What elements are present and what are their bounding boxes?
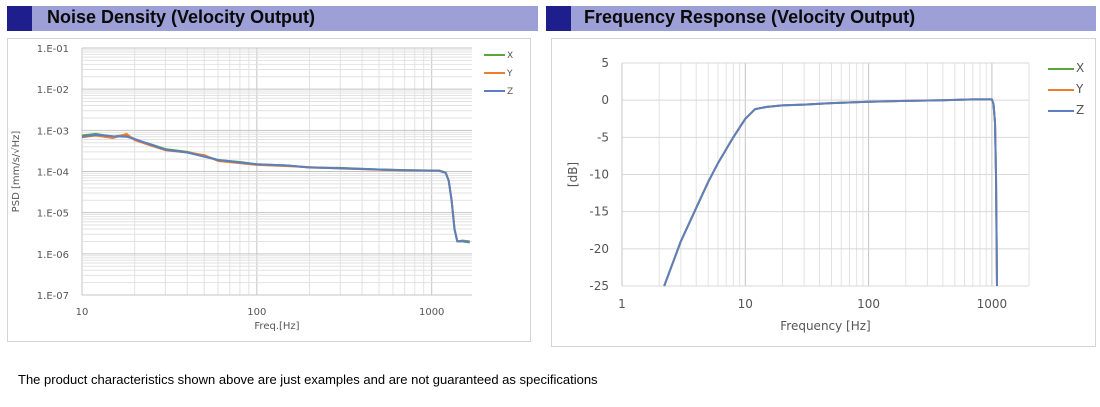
y-tick-label: -20	[589, 242, 609, 256]
y-tick-label: 1.E-07	[37, 291, 69, 302]
y-tick-label: -5	[597, 130, 609, 144]
y-tick-label: 1.E-04	[37, 168, 69, 179]
y-axis-label: [dB]	[566, 162, 580, 187]
series-line-z	[81, 133, 470, 244]
y-tick-label: 1.E-06	[37, 250, 69, 261]
x-tick-label: 1000	[977, 297, 1008, 311]
y-tick-label: -10	[589, 168, 609, 182]
x-tick-label: 100	[857, 297, 880, 311]
x-tick-label: 100	[247, 307, 266, 318]
y-axis-label: PSD [mm/s/√Hz]	[11, 131, 22, 213]
y-tick-label: -25	[589, 279, 609, 293]
noise-density-header: Noise Density (Velocity Output)	[7, 6, 538, 31]
disclaimer-footnote: The product characteristics shown above …	[18, 372, 598, 387]
x-tick-label: 10	[738, 297, 753, 311]
y-tick-label: 5	[601, 56, 609, 70]
x-tick-label: 1000	[419, 307, 444, 318]
y-tick-label: 1.E-01	[37, 44, 69, 55]
legend-label-y: Y	[1075, 82, 1084, 96]
x-axis-label: Frequency [Hz]	[780, 319, 871, 333]
legend-label-z: Z	[1076, 103, 1084, 117]
frequency-response-header: Frequency Response (Velocity Output)	[546, 6, 1096, 31]
frequency-response-chart: 5 0 -5 -10 -15 -20 -25 1 10 100 1000 Frequency [Hz]…	[551, 38, 1096, 347]
legend-label-z: Z	[507, 87, 513, 97]
x-tick-label: 1	[618, 297, 626, 311]
legend-label-x: X	[507, 51, 513, 61]
chart-frame	[7, 38, 531, 342]
noise-density-chart: 1.E-01 1.E-02 1.E-03 1.E-04 1.E-05 1.E-06 1.E-…	[7, 38, 531, 342]
series-line-z	[663, 98, 998, 287]
legend-label-y: Y	[506, 69, 513, 79]
y-tick-label: -15	[589, 205, 609, 219]
y-tick-label: 1.E-05	[37, 209, 69, 220]
noise-density-title: Noise Density (Velocity Output)	[47, 7, 316, 27]
x-axis-label: Freq.[Hz]	[254, 321, 299, 332]
y-tick-label: 1.E-02	[37, 85, 69, 96]
header-square-icon	[546, 6, 571, 31]
chart-frame	[551, 38, 1096, 347]
frequency-response-title: Frequency Response (Velocity Output)	[584, 7, 916, 27]
header-square-icon	[7, 6, 32, 31]
x-tick-label: 10	[76, 307, 89, 318]
y-tick-label: 1.E-03	[37, 126, 69, 137]
legend-label-x: X	[1076, 61, 1084, 75]
y-tick-label: 0	[601, 93, 609, 107]
